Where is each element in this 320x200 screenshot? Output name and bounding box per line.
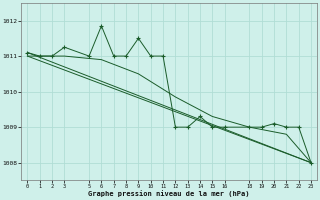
X-axis label: Graphe pression niveau de la mer (hPa): Graphe pression niveau de la mer (hPa) [89,190,250,197]
